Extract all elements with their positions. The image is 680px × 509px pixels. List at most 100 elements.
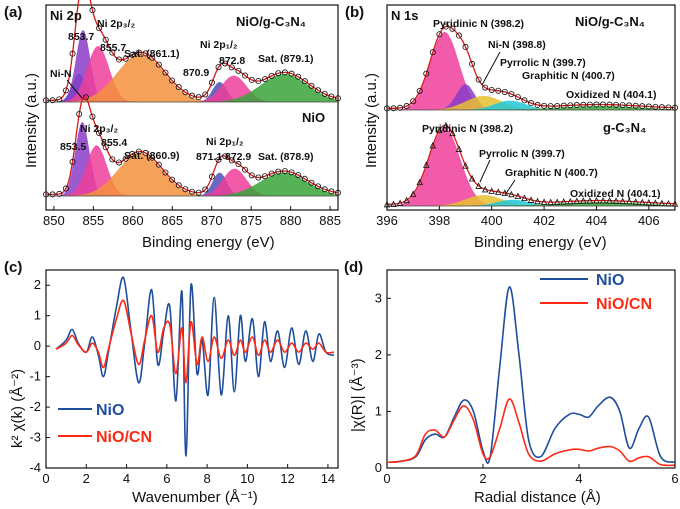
b-stack1-point-60 [462, 162, 469, 169]
panel-c-ylabel: k² χ(k) (Å⁻²) [9, 369, 26, 448]
c-series-1-line [55, 299, 335, 384]
a-stack1-point-65 [129, 150, 136, 157]
b-stack0-point-35 [429, 49, 436, 56]
b-stack0-point-90 [501, 88, 508, 95]
a-stack1-point-10 [56, 190, 63, 197]
b-stack1-point-5 [390, 200, 397, 208]
c-xtick-label-1: 2 [83, 471, 90, 486]
a-stack1-point-35 [89, 113, 96, 120]
a-xtick-label-2: 860 [122, 213, 144, 228]
b-stack0-point-155 [586, 101, 593, 108]
b-stack0-point-130 [554, 102, 561, 109]
panel-c-marks [55, 276, 335, 457]
a-stack0-point-80 [149, 54, 156, 61]
b-stack1-point-220 [671, 200, 679, 207]
a-top-sat-879: Sat. (879.1) [258, 53, 313, 65]
b-stack1-point-100 [514, 192, 522, 199]
c-legend-label-nio: NiO [96, 402, 124, 419]
b-stack0-point-185 [626, 102, 633, 109]
b-stack0-point-60 [462, 43, 469, 50]
panel-d-ylabel: |χ(R)| (Å⁻³) [349, 358, 366, 432]
a-bot-ni2p12: Ni 2p₁/₂ [206, 136, 244, 148]
panel-b-sample-bottom: g-C₃N₄ [603, 120, 646, 135]
a-xtick-label-1: 855 [82, 213, 104, 228]
b-stack0-point-20 [410, 98, 417, 105]
b-stack1-point-155 [586, 197, 594, 204]
b-stack0-point-95 [508, 91, 515, 98]
a-stack1-point-45 [102, 144, 109, 151]
b-stack0-point-85 [495, 87, 502, 94]
c-ytick-label-5: 1 [34, 308, 41, 323]
a-bot-853-5: 853.5 [60, 141, 86, 153]
b-stack0-point-80 [488, 86, 495, 93]
a-stack0-point-180 [281, 69, 288, 76]
b-stack1-point-95 [508, 190, 515, 198]
c-ytick-label-0: -4 [29, 460, 41, 475]
a-stack1-point-175 [275, 168, 282, 175]
b-stack0-point-0 [383, 105, 390, 112]
a-stack0-peak-1 [46, 30, 338, 102]
a-xtick-label-7: 885 [319, 213, 341, 228]
a-stack1-point-105 [182, 186, 189, 193]
a-stack1-point-155 [248, 172, 255, 179]
a-stack0-point-135 [222, 60, 229, 67]
a-stack0-point-85 [155, 61, 162, 68]
panel-c-frame [45, 269, 339, 469]
d-ytick-label-1: 1 [375, 403, 382, 418]
a-stack1-point-95 [169, 176, 176, 183]
a-bot-872-9: 872.9 [225, 151, 251, 163]
d-xtick-label-1: 2 [479, 471, 486, 486]
c-legend-label-niocn: NiO/CN [96, 429, 152, 446]
panel-a-letter: (a) [4, 4, 22, 21]
a-stack0-point-100 [175, 84, 182, 91]
b-stack0-point-215 [665, 104, 672, 111]
a-stack1-point-165 [261, 173, 268, 180]
a-stack0-point-90 [162, 69, 169, 76]
b-xtick-label-5: 406 [638, 213, 660, 228]
a-bot-855-4: 855.4 [101, 137, 127, 149]
panel-b-ylabel: Intensity (a.u.) [363, 73, 380, 168]
b-stack1-point-80 [488, 187, 495, 194]
panel-b-marks [383, 23, 679, 208]
b-stack1-point-170 [606, 197, 613, 204]
b-xtick-label-1: 398 [429, 213, 451, 228]
a-xtick-label-4: 870 [201, 213, 223, 228]
a-stack1-point-145 [235, 161, 242, 168]
a-stack1-point-75 [142, 149, 149, 156]
a-stack1-point-135 [222, 153, 229, 160]
a-stack1-point-15 [62, 185, 69, 192]
b-stack1-point-10 [396, 199, 404, 207]
d-xtick-label-3: 6 [671, 471, 678, 486]
b-stack0-point-120 [541, 102, 548, 109]
d-xtick-label-2: 4 [575, 471, 582, 486]
b-stack1-point-140 [567, 197, 574, 205]
b-stack1-point-15 [403, 196, 410, 204]
a-stack0-peak-2 [46, 46, 338, 102]
a-stack0-peak-6 [46, 74, 338, 102]
b-stack1-peak-0 [387, 128, 675, 206]
c-xtick-label-2: 4 [123, 471, 130, 486]
a-stack1-point-220 [334, 189, 341, 196]
c-xtick-label-6: 12 [280, 471, 294, 486]
panel-a-sample-top: NiO/g-C₃N₄ [236, 14, 306, 29]
b-stack0-point-25 [416, 87, 423, 94]
panel-d-marks [386, 286, 676, 467]
a-bot-ni2p32: Ni 2p₃/₂ [80, 123, 118, 135]
c-xtick-label-5: 10 [240, 471, 254, 486]
c-xtick-label-3: 6 [163, 471, 170, 486]
b-stack1-point-25 [416, 178, 423, 186]
b-stack0-peak-2 [387, 96, 675, 110]
b-ni-n-pointer [481, 51, 501, 86]
panel-b: 396 398 400 402 404 406 (b) N 1s NiO/g-C₃N₄ g… [345, 4, 679, 251]
a-stack0-point-125 [208, 79, 215, 86]
a-stack0-point-60 [122, 55, 129, 62]
a-stack0-point-55 [116, 56, 123, 63]
panel-b-region: N 1s [391, 8, 418, 23]
b-stack0-point-165 [600, 101, 607, 108]
a-stack1-point-150 [242, 166, 249, 173]
a-stack1-point-85 [155, 161, 162, 168]
b-stack0-point-70 [475, 76, 482, 83]
a-stack0-point-95 [169, 77, 176, 84]
a-stack1-point-50 [109, 156, 116, 163]
b-graphitic-pointer [504, 179, 516, 196]
